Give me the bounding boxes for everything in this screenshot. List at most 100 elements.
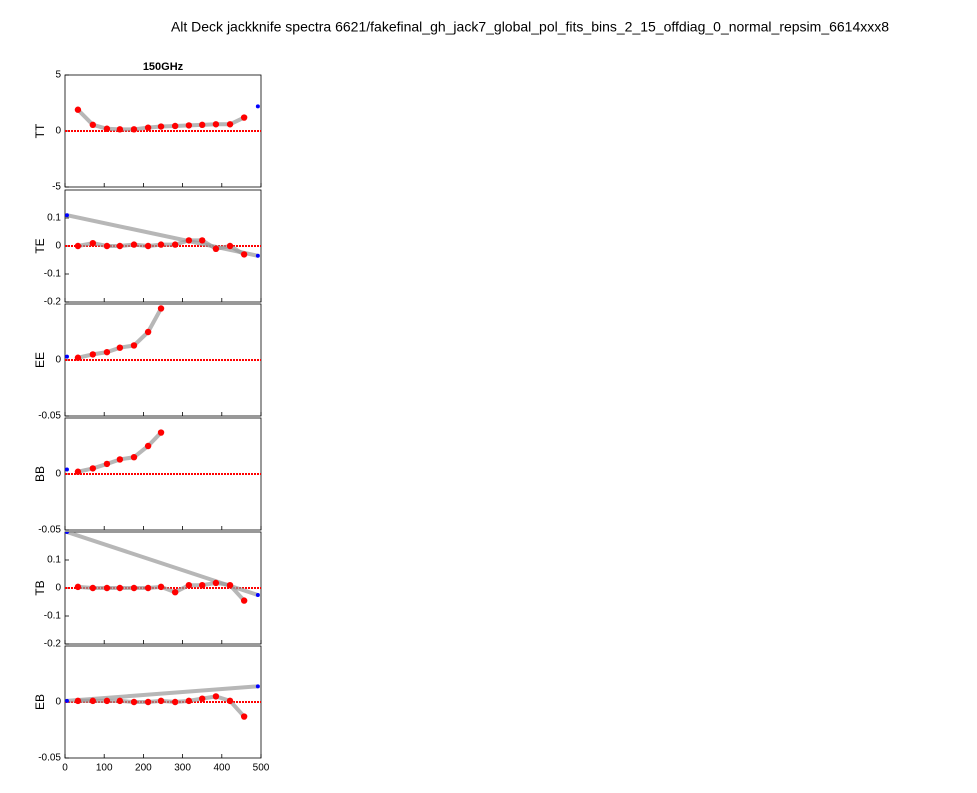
data-point xyxy=(65,213,69,218)
y-axis-label: TB xyxy=(33,580,47,595)
data-point xyxy=(130,454,138,461)
plot-content xyxy=(65,213,261,258)
data-point xyxy=(74,697,82,705)
plot-content xyxy=(65,429,261,475)
data-point xyxy=(255,593,260,597)
x-tick-label: 100 xyxy=(96,763,113,774)
page-title: Alt Deck jackknife spectra 6621/fakefina… xyxy=(171,19,889,35)
x-tick-label: 200 xyxy=(135,763,152,774)
data-point xyxy=(144,124,152,131)
data-point xyxy=(171,698,179,706)
y-tick-label: 0.1 xyxy=(47,555,61,566)
y-tick-label: -0.1 xyxy=(44,611,62,622)
data-point xyxy=(157,241,165,248)
data-point xyxy=(89,697,97,705)
data-point xyxy=(157,123,165,130)
data-point xyxy=(116,697,124,705)
data-point xyxy=(240,597,248,604)
data-point xyxy=(171,589,179,596)
data-point xyxy=(89,465,97,472)
data-point xyxy=(130,241,138,248)
y-tick-label: -5 xyxy=(52,182,61,193)
data-point xyxy=(144,584,152,592)
y-tick-label: 0 xyxy=(55,241,61,252)
data-point xyxy=(74,242,82,250)
data-point xyxy=(103,584,111,592)
data-point xyxy=(103,697,111,705)
y-tick-label: 0.1 xyxy=(47,213,61,224)
y-axis-label: EE xyxy=(33,352,47,368)
y-tick-label: -0.1 xyxy=(44,269,62,280)
data-point xyxy=(74,583,82,591)
data-point xyxy=(255,104,260,109)
data-point xyxy=(65,467,69,472)
data-point xyxy=(185,697,193,705)
panel-title: 150GHz xyxy=(143,61,184,73)
plot-content xyxy=(65,104,261,133)
data-point xyxy=(116,126,124,133)
data-point xyxy=(65,698,69,703)
data-point xyxy=(130,698,138,706)
data-point xyxy=(185,122,193,129)
data-point xyxy=(130,342,138,349)
data-point xyxy=(116,344,124,351)
data-point xyxy=(240,114,248,121)
data-point xyxy=(103,348,111,356)
data-point xyxy=(212,245,220,252)
y-tick-label: 0 xyxy=(55,126,61,137)
data-point xyxy=(226,697,234,705)
data-point xyxy=(130,584,138,592)
data-point xyxy=(199,121,206,129)
data-point xyxy=(226,121,234,128)
data-point xyxy=(185,582,193,589)
data-point xyxy=(255,253,260,258)
y-tick-label: -0.05 xyxy=(38,753,61,764)
data-point xyxy=(103,125,111,132)
y-tick-label: -0.2 xyxy=(44,297,62,308)
data-point xyxy=(212,693,220,700)
data-point xyxy=(199,695,206,702)
data-point xyxy=(89,121,97,129)
x-tick-label: 0 xyxy=(62,763,68,774)
data-point xyxy=(89,584,97,592)
data-point xyxy=(226,242,234,250)
data-point xyxy=(103,460,111,468)
data-point xyxy=(144,442,152,450)
y-tick-label: 0 xyxy=(55,469,61,480)
y-tick-label: 0 xyxy=(55,697,61,708)
data-point xyxy=(199,237,206,244)
data-point xyxy=(212,579,220,587)
data-point xyxy=(74,106,82,113)
y-tick-label: -0.05 xyxy=(38,411,61,422)
y-axis-label: TT xyxy=(33,123,47,138)
y-axis-label: EB xyxy=(33,694,47,710)
data-point xyxy=(157,697,165,705)
data-point xyxy=(171,241,179,248)
sim-trend xyxy=(66,532,259,597)
y-tick-label: -0.2 xyxy=(44,639,62,650)
plot-content xyxy=(65,684,261,720)
data-point xyxy=(116,242,124,250)
y-axis-label: TE xyxy=(33,238,47,253)
data-point xyxy=(74,354,82,361)
data-point xyxy=(255,684,260,689)
y-axis-label: BB xyxy=(33,466,47,482)
data-point xyxy=(226,582,234,589)
data-point xyxy=(89,351,97,358)
x-tick-label: 500 xyxy=(253,763,270,774)
data-point xyxy=(240,713,248,720)
data-point xyxy=(185,237,193,244)
y-tick-label: 5 xyxy=(55,70,61,81)
x-tick-label: 300 xyxy=(174,763,191,774)
x-tick-label: 400 xyxy=(213,763,230,774)
data-point xyxy=(89,240,97,247)
data-point xyxy=(144,242,152,250)
data-point xyxy=(65,354,69,359)
data-point xyxy=(144,328,152,336)
data-point xyxy=(157,305,165,312)
sim-trend xyxy=(66,213,259,258)
sim-trend xyxy=(66,684,259,703)
data-point xyxy=(144,698,152,706)
data-point xyxy=(116,456,124,463)
